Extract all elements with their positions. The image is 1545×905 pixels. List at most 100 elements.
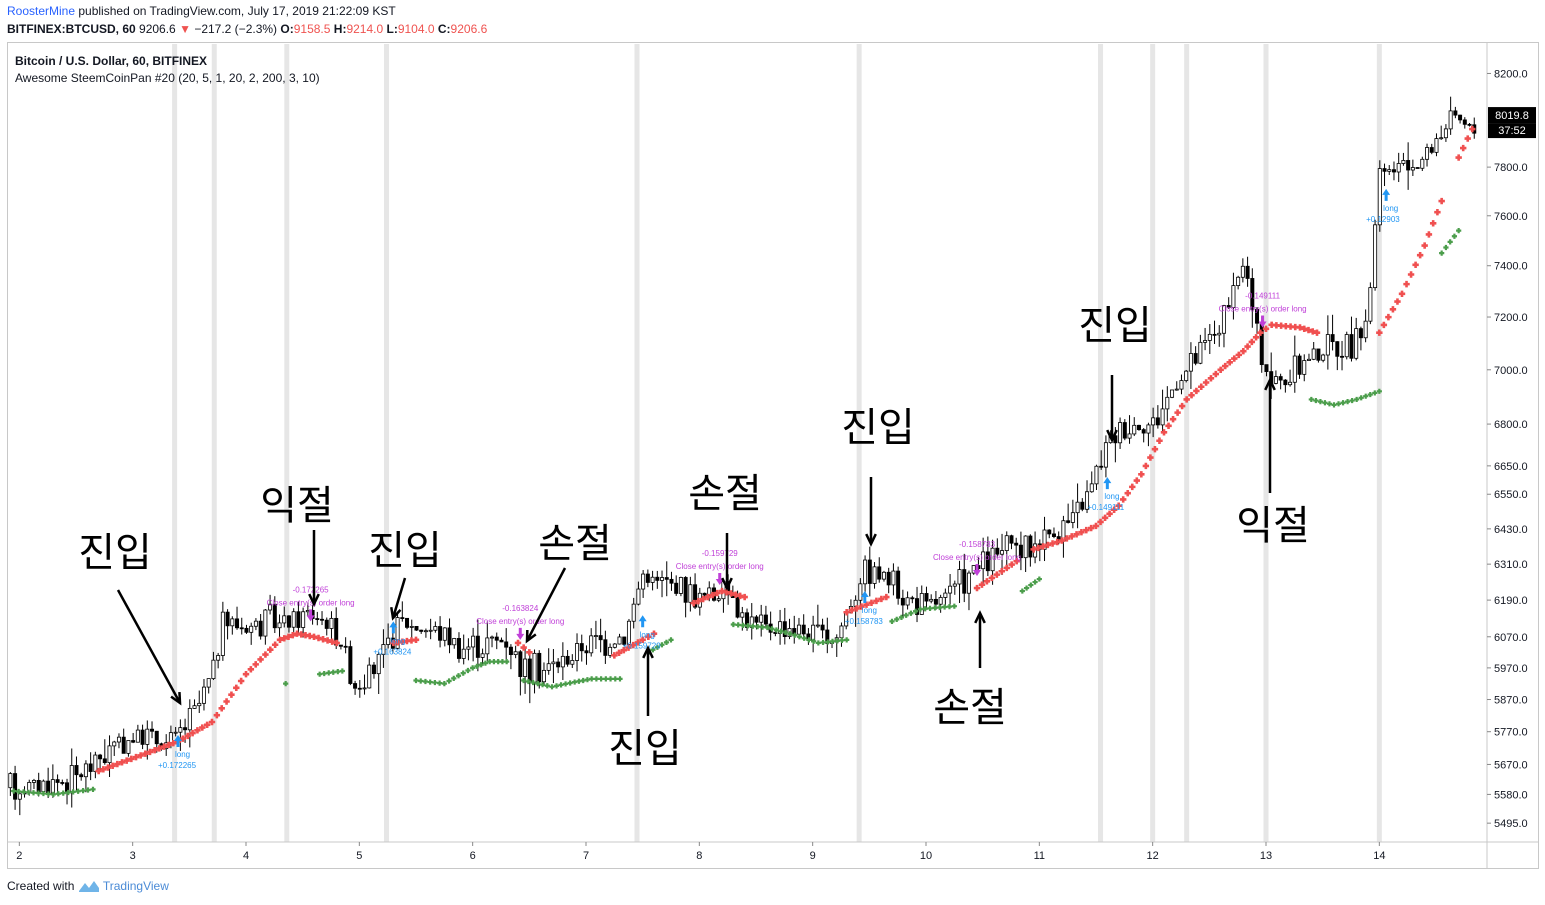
- candle-body: [1170, 389, 1175, 398]
- session-line: [634, 44, 640, 842]
- y-tick-label: 5495.0: [1494, 818, 1528, 830]
- candle-body: [782, 621, 787, 638]
- last-price-text: 8019.8: [1495, 110, 1529, 122]
- sar-green-marker: [787, 631, 793, 637]
- candle-body: [924, 593, 929, 602]
- sar-red-marker: [1183, 396, 1190, 403]
- sar-green-marker: [792, 632, 798, 638]
- candle-body: [433, 626, 438, 631]
- session-lines: [172, 44, 1382, 842]
- sar-green-marker: [659, 642, 665, 648]
- candle-body: [1212, 333, 1217, 336]
- candle-body: [1207, 333, 1212, 341]
- long-qty: +0.159729: [623, 641, 662, 650]
- sar-green-marker: [769, 626, 775, 632]
- long-arrow-icon: [1382, 188, 1391, 201]
- sar-green-marker: [1349, 397, 1355, 404]
- candle-body: [1292, 355, 1297, 383]
- sar-markers: [11, 125, 1476, 798]
- candle-body: [1085, 491, 1090, 510]
- candle-body: [480, 653, 485, 658]
- sar-green-marker: [80, 788, 86, 794]
- sar-green-marker: [607, 676, 614, 682]
- sar-red-marker: [848, 607, 855, 614]
- chart-frame[interactable]: [7, 42, 1539, 869]
- sar-green-marker: [913, 608, 919, 614]
- candle-body: [1250, 278, 1255, 310]
- session-line: [1376, 44, 1382, 842]
- candle-body: [178, 727, 183, 733]
- sar-red-marker: [1174, 409, 1181, 416]
- x-tick-label: 6: [470, 850, 476, 862]
- session-line: [1150, 44, 1156, 842]
- candle-body: [966, 572, 971, 594]
- y-tick-label: 6430.0: [1494, 524, 1528, 536]
- sar-red-marker: [1142, 462, 1150, 470]
- close-arrow-icon: [1258, 315, 1267, 328]
- author-link[interactable]: RoosterMine: [7, 4, 76, 18]
- sar-red-marker: [1160, 429, 1168, 436]
- candle-body: [575, 643, 580, 661]
- sar-green-marker: [1019, 588, 1025, 594]
- sar-green-marker: [474, 663, 480, 669]
- candle-body: [598, 635, 603, 641]
- sar-red-marker: [1198, 383, 1205, 390]
- candle-body: [277, 622, 282, 629]
- candle-body: [910, 597, 915, 600]
- candle-body: [46, 780, 51, 794]
- sar-red-marker: [194, 727, 201, 734]
- sar-red-marker: [1262, 325, 1270, 332]
- candle-body: [622, 636, 627, 645]
- tradingview-link[interactable]: TradingView: [102, 879, 169, 893]
- sar-red-marker: [1240, 347, 1247, 355]
- candle-body: [409, 625, 414, 628]
- sar-red-marker: [170, 740, 177, 747]
- sar-red-marker: [142, 750, 149, 757]
- x-tick-label: 5: [356, 850, 362, 862]
- candle-body: [626, 620, 631, 645]
- candle-body: [631, 603, 636, 622]
- candle-body: [1151, 417, 1156, 426]
- y-tick-label: 6650.0: [1494, 461, 1528, 473]
- candle-body: [995, 547, 1000, 555]
- candle-body: [1028, 535, 1033, 558]
- candle-body: [1401, 160, 1406, 164]
- x-tick-label: 10: [920, 850, 932, 862]
- sar-red-marker: [1133, 477, 1140, 484]
- sar-green-marker: [1363, 393, 1369, 399]
- candle-body: [8, 773, 13, 789]
- open-label: O:: [280, 22, 294, 36]
- sar-red-marker: [1248, 338, 1256, 346]
- sar-red-marker: [650, 630, 658, 637]
- candle-body: [324, 619, 329, 629]
- sar-green-marker: [482, 660, 489, 666]
- candle-body: [763, 614, 768, 625]
- candle-body: [674, 582, 679, 594]
- sar-green-marker: [1308, 396, 1314, 403]
- candle-body: [315, 618, 320, 620]
- close-label: Close entry(s) order long: [676, 562, 764, 571]
- sar-green-marker: [654, 644, 660, 650]
- sar-green-marker: [603, 676, 609, 682]
- sar-red-marker: [271, 641, 279, 648]
- sar-red-marker: [100, 766, 107, 773]
- sar-green-marker: [90, 786, 96, 792]
- sar-red-marker: [611, 652, 618, 659]
- sar-red-marker: [1385, 313, 1392, 321]
- candle-body: [55, 779, 60, 783]
- sar-red-marker: [1106, 510, 1113, 518]
- sar-green-marker: [745, 623, 751, 629]
- candle-body: [612, 643, 617, 648]
- candle-body: [395, 617, 400, 649]
- candle-body: [556, 661, 561, 668]
- sar-red-marker: [1425, 231, 1433, 238]
- sar-red-marker: [1407, 271, 1415, 278]
- candle-body: [88, 763, 93, 772]
- y-tick-label: 8200.0: [1494, 68, 1528, 80]
- candle-body: [253, 620, 258, 627]
- candle-body: [301, 611, 306, 628]
- sar-red-marker: [267, 646, 274, 653]
- candle-body: [357, 687, 362, 690]
- sar-red-marker: [1212, 370, 1220, 378]
